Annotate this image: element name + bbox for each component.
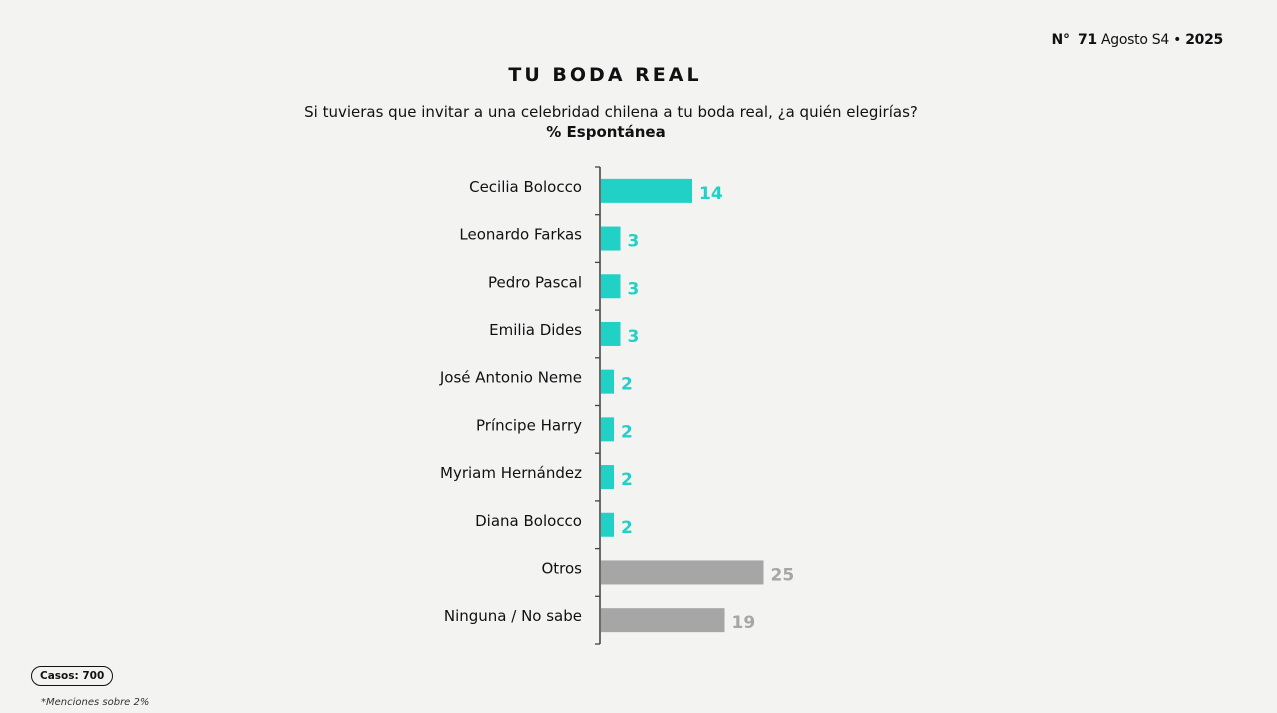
issue-label: Agosto S4: [1101, 32, 1169, 48]
bar: [601, 178, 692, 203]
bar: [601, 465, 614, 490]
value-label: 3: [628, 232, 640, 252]
category-label: Myriam Hernández: [440, 464, 582, 482]
value-label: 14: [699, 184, 723, 204]
chart-question: Si tuvieras que invitar a una celebridad…: [304, 103, 918, 121]
value-label: 2: [621, 422, 633, 442]
category-label: Cecilia Bolocco: [469, 178, 582, 196]
category-label: Leonardo Farkas: [459, 226, 582, 244]
value-label: 2: [621, 518, 633, 538]
issue-year: 2025: [1185, 32, 1223, 48]
category-label: Otros: [541, 559, 582, 577]
category-label: José Antonio Neme: [439, 369, 582, 387]
value-label: 19: [732, 613, 756, 633]
bar: [601, 608, 725, 633]
bar: [601, 369, 614, 394]
bar: [601, 417, 614, 442]
bar: [601, 274, 621, 299]
bar: [601, 321, 621, 346]
value-label: 2: [621, 375, 633, 395]
category-label: Príncipe Harry: [476, 416, 582, 434]
category-label: Ninguna / No sabe: [444, 607, 582, 625]
category-label: Pedro Pascal: [488, 273, 582, 291]
chart-subtitle: % Espontánea: [546, 123, 666, 141]
issue-info: N° 71 Agosto S4 • 2025: [1051, 32, 1224, 48]
chart-title: TU BODA REAL: [508, 64, 702, 86]
issue-prefix: N°: [1051, 32, 1070, 48]
bar: [601, 226, 621, 251]
value-label: 3: [628, 327, 640, 347]
value-label: 25: [771, 565, 795, 585]
bar: [601, 512, 614, 537]
value-label: 2: [621, 470, 633, 490]
value-label: 3: [628, 279, 640, 299]
footnote: *Menciones sobre 2%: [41, 697, 150, 708]
category-label: Emilia Dides: [489, 321, 582, 339]
separator: •: [1173, 32, 1182, 48]
issue-number: 71: [1077, 32, 1097, 48]
casos-badge: Casos: 700: [31, 666, 114, 686]
category-label: Diana Bolocco: [475, 512, 582, 530]
bar: [601, 560, 764, 585]
